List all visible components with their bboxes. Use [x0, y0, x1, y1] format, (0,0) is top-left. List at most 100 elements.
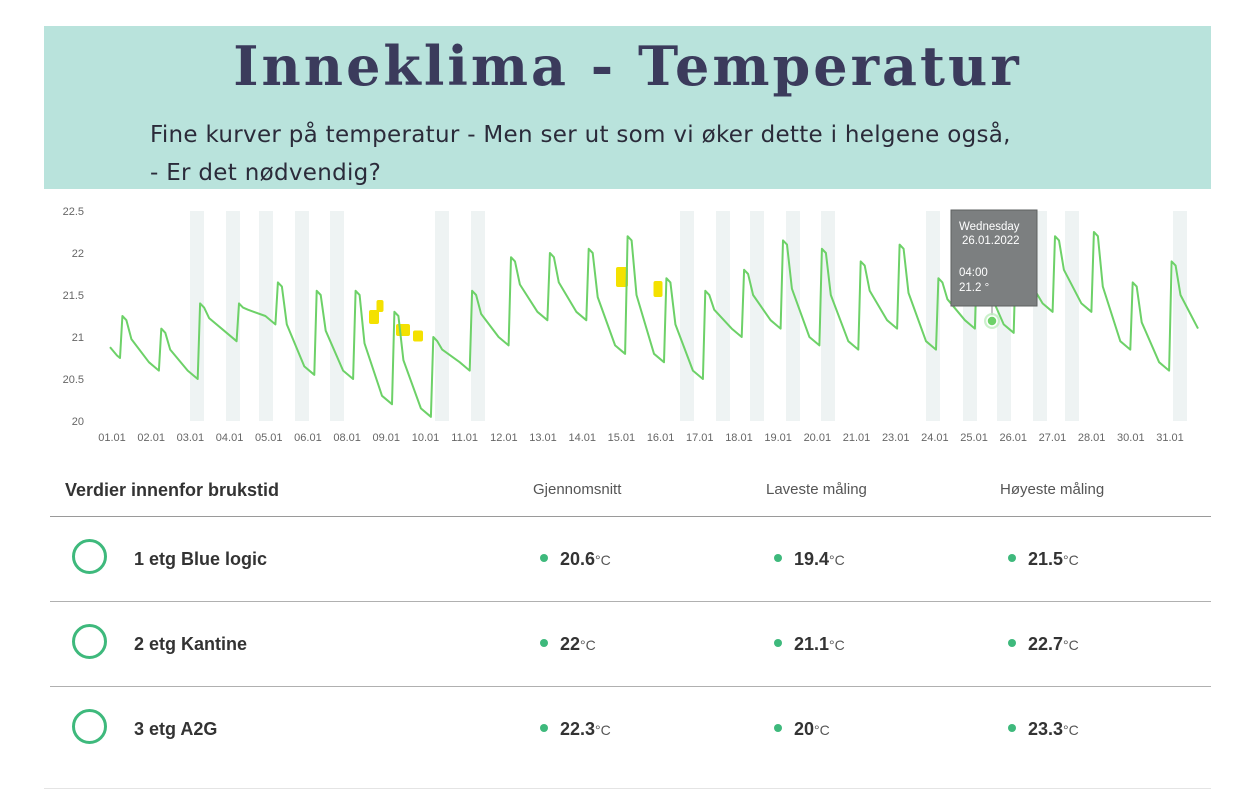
status-dot-icon	[1008, 724, 1016, 733]
tooltip-value: 21.2 °	[959, 282, 989, 294]
status-ring-icon	[72, 624, 107, 659]
subtitle-line-2: - Er det nødvendig?	[150, 160, 382, 186]
y-tick-label: 21.5	[63, 290, 84, 302]
x-tick-label: 28.01	[1078, 432, 1106, 444]
table-row[interactable]: 2 etg Kantine 22°C 21.1°C 22.7°C	[50, 602, 1211, 687]
weekend-band	[295, 211, 309, 421]
x-tick-label: 09.01	[373, 432, 401, 444]
value-avg: 22°C	[540, 634, 596, 655]
weekend-shading	[190, 211, 1187, 421]
x-tick-label: 24.01	[921, 432, 949, 444]
tooltip-day: Wednesday	[959, 221, 1020, 233]
weekend-band	[471, 211, 485, 421]
weekend-band	[435, 211, 449, 421]
weekend-band	[716, 211, 730, 421]
subtitle-line-1: Fine kurver på temperatur - Men ser ut s…	[150, 122, 1011, 148]
highlight-marker	[413, 330, 423, 342]
weekend-band	[1065, 211, 1079, 421]
value-min: 19.4°C	[774, 549, 845, 570]
value-number: 21.1	[794, 634, 830, 654]
y-tick-label: 20.5	[63, 374, 84, 386]
tooltip-box	[950, 209, 1038, 307]
column-highest: Høyeste måling	[1000, 481, 1105, 498]
tooltip-time: 04:00	[959, 267, 988, 279]
highlight-marker	[376, 300, 384, 312]
highlight-marker	[396, 324, 410, 336]
weekend-band	[226, 211, 240, 421]
x-tick-label: 11.01	[451, 432, 478, 444]
value-unit: °C	[1063, 722, 1079, 738]
x-tick-label: 17.01	[686, 432, 714, 444]
x-tick-label: 03.01	[177, 432, 205, 444]
x-tick-label: 23.01	[882, 432, 910, 444]
status-dot-icon	[540, 554, 548, 563]
bottom-divider	[44, 788, 1211, 789]
value-number: 19.4	[794, 549, 830, 569]
x-tick-label: 27.01	[1039, 432, 1067, 444]
value-min: 20°C	[774, 719, 830, 740]
x-tick-label: 31.01	[1156, 432, 1184, 444]
tooltip-date: 26.01.2022	[962, 235, 1020, 247]
x-tick-label: 01.01	[98, 432, 126, 444]
highlight-marker	[369, 310, 379, 324]
weekend-band	[821, 211, 835, 421]
highlight-marker	[653, 281, 663, 297]
value-number: 21.5	[1028, 549, 1064, 569]
value-avg: 20.6°C	[540, 549, 611, 570]
value-number: 20	[794, 719, 815, 739]
y-tick-label: 21	[72, 332, 84, 344]
table-row[interactable]: 1 etg Blue logic 20.6°C 19.4°C 21.5°C	[50, 517, 1211, 602]
table-row[interactable]: 3 etg A2G 22.3°C 20°C 23.3°C	[50, 687, 1211, 771]
y-tick-label: 22.5	[63, 206, 84, 218]
weekend-band	[786, 211, 800, 421]
x-tick-label: 15.01	[608, 432, 636, 444]
x-tick-label: 10.01	[412, 432, 440, 444]
status-dot-icon	[774, 554, 782, 563]
sensor-name: 3 etg A2G	[134, 719, 218, 739]
x-tick-label: 05.01	[255, 432, 283, 444]
temperature-chart[interactable]: 22.5 22 21.5 21 20.5 20 01.01 02.01 03.01 04.01 0…	[0, 190, 1248, 455]
status-dot-icon	[540, 639, 548, 648]
column-average: Gjennomsnitt	[533, 481, 622, 498]
x-tick-label: 02.01	[137, 432, 165, 444]
status-dot-icon	[774, 639, 782, 648]
x-tick-label: 12.01	[490, 432, 518, 444]
status-dot-icon	[1008, 554, 1016, 563]
weekend-band	[926, 211, 940, 421]
value-unit: °C	[814, 722, 830, 738]
title-banner: Inneklima - Temperatur Fine kurver på te…	[44, 26, 1211, 189]
x-tick-label: 04.01	[216, 432, 244, 444]
value-unit: °C	[1063, 552, 1079, 568]
value-unit: °C	[829, 552, 845, 568]
value-unit: °C	[829, 637, 845, 653]
value-number: 22	[560, 634, 581, 654]
x-tick-label: 26.01	[999, 432, 1027, 444]
x-tick-label: 13.01	[529, 432, 557, 444]
sensor-name: 2 etg Kantine	[134, 634, 248, 654]
value-unit: °C	[595, 722, 611, 738]
temperature-series-line	[109, 231, 1199, 418]
weekend-band	[680, 211, 694, 421]
value-unit: °C	[595, 552, 611, 568]
weekend-band	[190, 211, 204, 421]
value-min: 21.1°C	[774, 634, 845, 655]
y-tick-label: 20	[72, 416, 84, 428]
weekend-band	[330, 211, 344, 421]
usage-table: Verdier innenfor brukstid Gjennomsnitt L…	[50, 460, 1211, 771]
hover-tooltip: Wednesday 26.01.2022 04:00 21.2 °	[950, 209, 1038, 329]
y-tick-label: 22	[72, 248, 84, 260]
x-tick-label: 21.01	[843, 432, 871, 444]
x-axis: 01.01 02.01 03.01 04.01 05.01 06.01 08.01 09.01…	[98, 432, 1184, 444]
x-tick-label: 20.01	[804, 432, 832, 444]
value-max: 21.5°C	[1008, 549, 1079, 570]
highlight-marker	[616, 267, 628, 287]
highlight-markers	[369, 267, 663, 342]
value-number: 23.3	[1028, 719, 1064, 739]
weekend-band	[750, 211, 764, 421]
x-tick-label: 14.01	[568, 432, 596, 444]
table-header: Verdier innenfor brukstid Gjennomsnitt L…	[50, 460, 1211, 517]
status-ring-icon	[72, 709, 107, 744]
y-axis: 22.5 22 21.5 21 20.5 20	[63, 206, 84, 428]
x-tick-label: 08.01	[333, 432, 361, 444]
status-dot-icon	[774, 724, 782, 733]
